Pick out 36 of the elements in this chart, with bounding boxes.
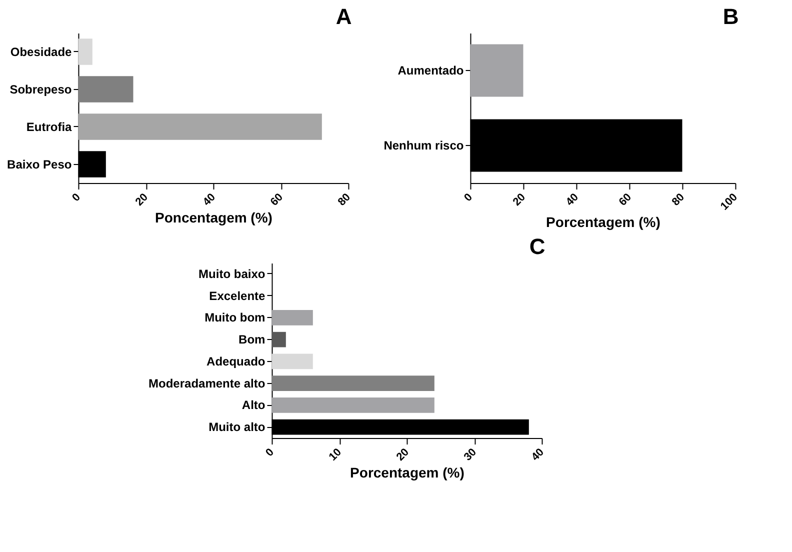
y-tick-label: Muito bom <box>204 310 266 325</box>
y-tick-label: Muito alto <box>208 420 266 434</box>
y-tick-label: Bom <box>238 332 266 347</box>
x-tick-label: 40 <box>529 446 546 464</box>
y-tick-label: Excelente <box>209 288 266 303</box>
x-tick-label: 60 <box>616 191 634 208</box>
chart-title: A <box>336 4 352 29</box>
x-tick-label: 20 <box>133 191 150 208</box>
x-axis-title: Porcentagem (%) <box>546 214 660 230</box>
x-tick-label: 30 <box>462 446 479 464</box>
x-axis-title: Poncentagem (%) <box>155 210 272 226</box>
x-tick-label: 0 <box>264 446 276 460</box>
x-tick-label: 20 <box>394 446 412 464</box>
y-tick-label: Baixo Peso <box>7 157 72 172</box>
chart-title: C <box>529 234 546 259</box>
y-tick-label: Aumentado <box>398 64 464 78</box>
x-tick-label: 80 <box>336 191 353 208</box>
x-tick-label: 80 <box>670 191 687 208</box>
y-tick-label: Adequado <box>206 354 266 368</box>
y-tick-label: Sobrepeso <box>10 82 72 96</box>
x-tick-label: 60 <box>268 191 286 208</box>
x-tick-label: 0 <box>462 191 475 204</box>
y-tick-label: Eutrofia <box>26 120 72 134</box>
y-tick-label: Muito baixo <box>198 266 266 281</box>
x-tick-label: 10 <box>326 446 344 464</box>
x-tick-label: 20 <box>510 191 528 208</box>
chart-title: B <box>722 4 739 29</box>
y-tick-label: Moderadamente alto <box>148 376 266 390</box>
x-tick-label: 0 <box>70 191 83 204</box>
x-tick-label: 40 <box>564 191 581 208</box>
y-tick-label: Obesidade <box>10 44 72 59</box>
x-tick-label: 100 <box>718 191 740 213</box>
x-axis-title: Porcentagem (%) <box>350 464 464 481</box>
y-tick-label: Alto <box>242 398 266 412</box>
x-tick-label: 40 <box>200 191 218 208</box>
y-tick-label: Nenhum risco <box>384 138 464 152</box>
